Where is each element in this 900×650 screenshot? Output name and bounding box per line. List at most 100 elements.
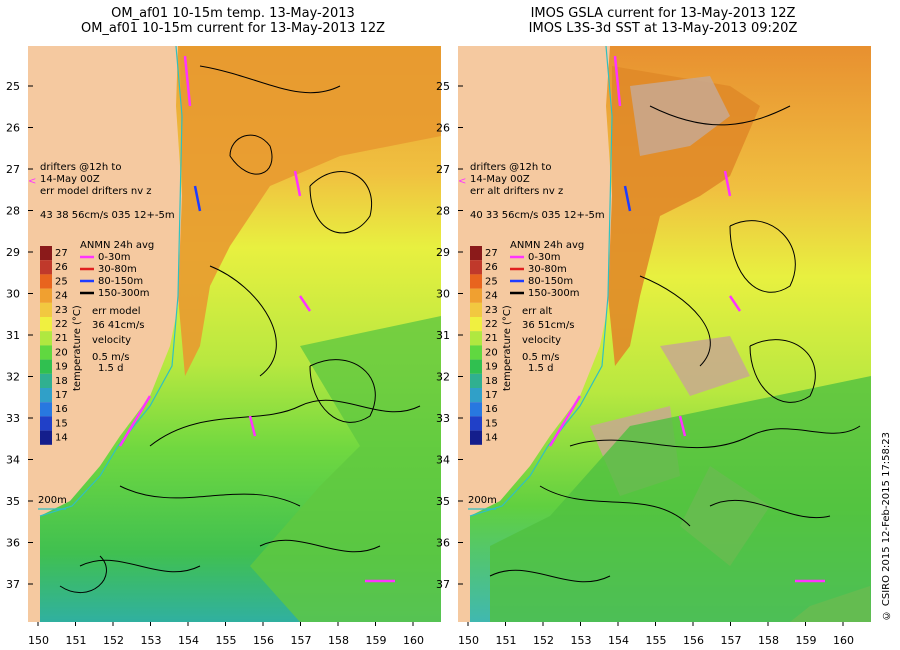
right-title-line2: IMOS L3S-3d SST at 13-May-2013 09:20Z [528,21,798,36]
lon-tick-label: 154 [608,634,629,647]
warm-current-core [178,46,441,376]
colorbar-segment [40,402,52,417]
colorbar-tick-label: 26 [485,262,498,273]
lat-ticks-right: 25 26 27 28 29 30 31 32 33 34 35 36 37 [436,80,463,591]
colorbar-tick-label: 17 [485,390,498,401]
colorbar-segment [470,416,482,431]
drifter-info-line4: 40 33 56cm/s 035 12+-5m [470,210,605,221]
drifter-tracks [548,55,825,583]
drifter-info-line2: 14-May 00Z [470,174,530,185]
colorbar-tick-label: 21 [55,333,68,344]
colorbar-segment [470,388,482,403]
lon-tick-label: 152 [533,634,554,647]
colorbar-segment [470,317,482,332]
lat-tick-label: 33 [6,412,20,425]
colorbar-segment [40,373,52,388]
lon-tick-label: 158 [758,634,779,647]
colorbar-right: 27 26 25 24 23 22 21 20 19 18 17 16 15 14 temperature … [470,246,513,445]
legend-item-label: 30-80m [528,264,567,275]
coastline [39,46,183,517]
lon-tick-label: 151 [66,634,87,647]
colorbar-segment [470,373,482,388]
lat-tick-label: 35 [6,495,20,508]
lat-tick-label: 32 [6,371,20,384]
colorbar-segment [40,388,52,403]
lon-tick-label: 152 [103,634,124,647]
velocity-label: velocity [522,335,561,346]
lat-tick-label: 25 [6,80,20,93]
colorbar-segment [470,288,482,303]
lon-ticks-left: 150 151 152 153 154 155 156 157 158 159 160 [28,622,424,647]
colorbar-tick-label: 18 [55,376,68,387]
drifter-info-line2: 14-May 00Z [40,174,100,185]
legend-title: ANMN 24h avg [80,240,154,251]
lat-tick-label: 28 [436,205,450,218]
colorbar-segment [40,416,52,431]
anmn-80-150m-vector [623,185,632,212]
lat-tick-label: 26 [6,122,20,135]
legend-title: ANMN 24h avg [510,240,584,251]
colorbar-segment [40,331,52,346]
scale-time: 1.5 d [98,363,123,374]
colorbar-tick-label: 17 [55,390,68,401]
colorbar-segment [40,274,52,289]
colorbar-tick-label: 19 [55,362,68,373]
colorbar-tick-label: 27 [55,248,68,259]
lon-tick-label: 156 [683,634,704,647]
lat-tick-label: 28 [6,205,20,218]
colorbar-segment [470,345,482,360]
colorbar-tick-label: 23 [55,305,68,316]
isobath-label: 200m [468,495,497,506]
lon-tick-label: 159 [366,634,387,647]
drifter-info-line4: 43 38 56cm/s 035 12+-5m [40,210,175,221]
left-title-line2: OM_af01 10-15m current for 13-May-2013 1… [80,21,385,36]
colorbar-segment [470,260,482,275]
cool-water-region [490,376,871,622]
legend-item-label: 30-80m [98,264,137,275]
colorbar-tick-label: 18 [485,376,498,387]
err-label-1: err alt [522,306,552,317]
colorbar-tick-label: 20 [485,347,498,358]
lat-tick-label: 35 [436,495,450,508]
colorbar-tick-label: 25 [55,276,68,287]
colorbar-segment [40,302,52,317]
lat-tick-label: 37 [436,578,450,591]
legend-item-label: 150-300m [98,288,150,299]
lon-ticks-right: 150 151 152 153 154 155 156 157 158 159 160 [458,622,854,647]
left-edge-marker: < [28,176,36,187]
left-title: OM_af01 10-15m temp. 13-May-2013 OM_af01… [28,6,438,36]
drifter-info-line3: err alt drifters nv z [470,186,563,197]
lon-tick-label: 159 [796,634,817,647]
colorbar-segment [470,430,482,445]
colorbar-segment [470,402,482,417]
left-edge-marker: < [458,176,466,187]
colorbar-tick-label: 21 [485,333,498,344]
lat-tick-label: 36 [436,537,450,550]
colorbar-tick-label: 22 [485,319,498,330]
lon-tick-label: 153 [571,634,592,647]
colorbar-tick-label: 14 [485,433,498,444]
drifter-info-right: drifters @12h to 14-May 00Z err alt drif… [470,162,605,221]
scale-time: 1.5 d [528,363,553,374]
scale-speed: 0.5 m/s [92,352,129,363]
colorbar-segment [40,359,52,374]
drifter-info-line1: drifters @12h to [470,162,551,173]
colorbar-tick-label: 19 [485,362,498,373]
err-label-1: err model [92,306,141,317]
lat-ticks-left: 25 26 27 28 29 30 31 32 33 34 35 36 37 [6,80,33,591]
lat-tick-label: 29 [6,246,20,259]
colorbar-segment [40,345,52,360]
colorbar-tick-label: 27 [485,248,498,259]
isobath-label: 200m [38,495,67,506]
colorbar-tick-label: 24 [485,291,498,302]
drifter-info-line3: err model drifters nv z [40,186,152,197]
colorbar-segment [470,359,482,374]
lon-tick-label: 160 [403,634,424,647]
lat-tick-label: 27 [436,163,450,176]
left-title-line1: OM_af01 10-15m temp. 13-May-2013 [111,6,355,21]
colorbar-tick-label: 24 [55,291,68,302]
scale-speed: 0.5 m/s [522,352,559,363]
drifter-info-line1: drifters @12h to [40,162,121,173]
